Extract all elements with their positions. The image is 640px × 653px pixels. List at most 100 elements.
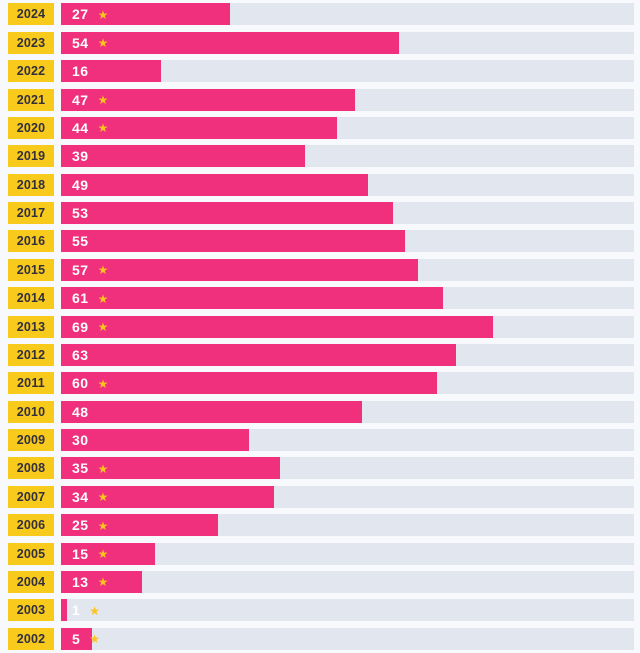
chart-row: 2016 55 <box>0 227 640 255</box>
chart-row: 2007 34 ★ <box>0 483 640 511</box>
year-label: 2021 <box>8 88 54 111</box>
chart-row: 2018 49 <box>0 170 640 198</box>
value-bar[interactable] <box>61 202 393 224</box>
chart-row: 2019 39 <box>0 142 640 170</box>
bar-content: 61 ★ <box>72 287 108 309</box>
star-icon: ★ <box>89 632 101 647</box>
bar-track: 61 ★ <box>61 287 634 310</box>
bar-value-label: 63 <box>72 346 89 363</box>
bar-track: 47 ★ <box>61 88 634 111</box>
value-bar[interactable] <box>61 514 218 537</box>
year-label: 2003 <box>8 599 54 622</box>
bar-content: 49 <box>72 174 89 196</box>
value-bar[interactable] <box>61 145 306 168</box>
bar-content: 15 ★ <box>72 543 108 565</box>
year-label: 2015 <box>8 258 54 281</box>
bar-content: 35 ★ <box>72 457 108 479</box>
value-bar[interactable] <box>61 457 281 480</box>
bar-value-label: 16 <box>72 63 89 80</box>
value-bar[interactable] <box>61 230 406 253</box>
bar-value-label: 48 <box>72 403 89 420</box>
value-bar[interactable] <box>61 315 494 338</box>
bar-value-label: 25 <box>72 517 89 534</box>
bar-content: 5 ★ <box>72 628 100 650</box>
bar-content: 57 ★ <box>72 259 108 281</box>
value-bar[interactable] <box>61 343 456 366</box>
star-icon: ★ <box>97 320 109 334</box>
value-bar[interactable] <box>61 400 362 423</box>
bar-content: 53 <box>72 202 89 224</box>
bar-track: 30 <box>61 429 634 451</box>
value-bar[interactable] <box>61 429 249 451</box>
chart-row: 2021 47 ★ <box>0 85 640 113</box>
value-bar[interactable] <box>61 627 93 650</box>
year-label: 2023 <box>8 31 54 54</box>
bar-value-label: 49 <box>72 176 89 193</box>
value-bar[interactable] <box>61 372 437 395</box>
bar-track: 44 ★ <box>61 116 634 139</box>
year-label: 2017 <box>8 202 54 224</box>
bar-content: 25 ★ <box>72 514 108 536</box>
chart-row: 2015 57 ★ <box>0 256 640 284</box>
bar-track: 5 ★ <box>61 627 634 650</box>
star-icon: ★ <box>97 291 109 306</box>
star-icon: ★ <box>97 376 109 391</box>
bar-value-label: 61 <box>72 290 89 307</box>
chart-row: 2024 27 ★ <box>0 0 640 28</box>
value-bar[interactable] <box>61 570 143 593</box>
value-bar[interactable] <box>61 485 274 508</box>
bar-value-label: 53 <box>72 205 89 221</box>
chart-row: 2010 48 <box>0 397 640 425</box>
value-bar[interactable] <box>61 599 68 622</box>
bar-value-label: 1 <box>72 602 81 619</box>
value-bar[interactable] <box>61 31 400 54</box>
bar-track: 16 <box>61 60 634 83</box>
value-bar[interactable] <box>61 173 368 196</box>
star-icon: ★ <box>97 121 109 136</box>
value-bar[interactable] <box>61 60 162 83</box>
chart-row: 2008 35 ★ <box>0 454 640 482</box>
value-bar[interactable] <box>61 542 155 565</box>
star-icon: ★ <box>97 263 109 278</box>
value-bar[interactable] <box>61 88 356 111</box>
bar-track: 49 <box>61 173 634 196</box>
bar-content: 60 ★ <box>72 372 108 394</box>
bar-value-label: 27 <box>72 6 89 23</box>
star-icon: ★ <box>97 7 109 22</box>
year-label: 2010 <box>8 400 54 423</box>
year-label: 2007 <box>8 485 54 508</box>
bar-track: 55 <box>61 230 634 253</box>
year-label: 2012 <box>8 343 54 366</box>
chart-row: 2011 60 ★ <box>0 369 640 397</box>
value-bar[interactable] <box>61 258 418 281</box>
bar-content: 63 <box>72 344 89 366</box>
bar-content: 39 <box>72 145 89 167</box>
value-bar[interactable] <box>61 116 337 139</box>
bar-value-label: 55 <box>72 233 89 250</box>
bar-value-label: 44 <box>72 119 89 136</box>
chart-row: 2002 5 ★ <box>0 624 640 652</box>
year-label: 2019 <box>8 145 54 168</box>
star-icon: ★ <box>97 36 109 51</box>
bar-track: 54 ★ <box>61 31 634 54</box>
bar-content: 1 ★ <box>72 599 100 621</box>
chart-row: 2003 1 ★ <box>0 596 640 624</box>
star-icon: ★ <box>97 461 109 476</box>
star-icon: ★ <box>97 490 109 505</box>
bar-value-label: 57 <box>72 261 89 278</box>
chart-row: 2004 13 ★ <box>0 568 640 596</box>
bar-track: 15 ★ <box>61 542 634 565</box>
bar-track: 1 ★ <box>61 599 634 622</box>
bar-content: 13 ★ <box>72 571 108 593</box>
bar-content: 55 <box>72 230 89 252</box>
bar-value-label: 5 <box>72 630 81 647</box>
bar-track: 69 ★ <box>61 315 634 338</box>
value-bar[interactable] <box>61 3 231 26</box>
year-label: 2005 <box>8 542 54 565</box>
value-bar[interactable] <box>61 287 443 310</box>
bar-value-label: 30 <box>72 432 89 448</box>
star-icon: ★ <box>97 547 109 561</box>
chart-row: 2017 53 <box>0 199 640 227</box>
bar-content: 47 ★ <box>72 89 108 111</box>
bar-track: 39 <box>61 145 634 168</box>
